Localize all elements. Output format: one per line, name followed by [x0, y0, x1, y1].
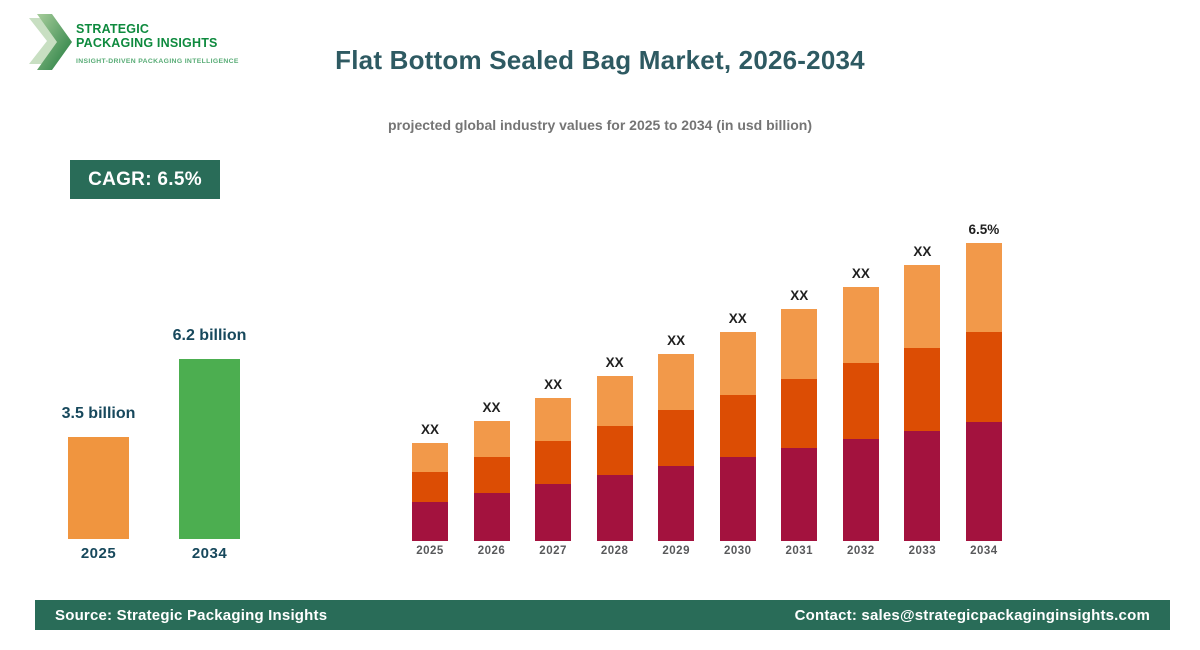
stacked-bar	[473, 421, 510, 541]
cagr-badge-label: CAGR: 6.5%	[88, 168, 202, 190]
stacked-bar-value-label: XX	[851, 266, 870, 281]
footer-source: Source: Strategic Packaging Insights	[55, 606, 328, 624]
stacked-bar-value-label: XX	[544, 377, 563, 392]
comparison-bar	[68, 437, 129, 539]
page-title: Flat Bottom Sealed Bag Market, 2026-2034	[335, 45, 865, 75]
segment-bottom	[535, 483, 572, 541]
segment-bottom	[842, 439, 879, 541]
segment-bottom	[904, 430, 941, 541]
stacked-bar-value-label: XX	[728, 311, 747, 326]
segment-top	[535, 398, 572, 441]
stacked-bar	[781, 309, 818, 541]
segment-middle	[535, 440, 572, 484]
stacked-bar-column: XX 2032	[842, 195, 879, 557]
stacked-bar-column: XX 2028	[596, 195, 633, 557]
footer-bar: Source: Strategic Packaging Insights Con…	[35, 600, 1170, 630]
stacked-bar-column: XX 2026	[473, 195, 510, 557]
segment-top	[904, 265, 941, 348]
stacked-bar-year-label: 2029	[662, 545, 690, 557]
segment-top	[781, 309, 818, 379]
segment-top	[842, 287, 879, 364]
stacked-bar	[842, 287, 879, 541]
comparison-bar-column: 3.5 billion 2025	[62, 405, 136, 562]
stacked-bar-value-label: XX	[667, 333, 686, 348]
comparison-bar	[179, 359, 240, 539]
segment-middle	[412, 472, 448, 502]
stacked-bar-value-label: XX	[482, 400, 501, 415]
stacked-bar-year-label: 2031	[785, 545, 814, 557]
comparison-year-label: 2025	[80, 545, 117, 562]
stacked-bar-column: XX 2033	[904, 195, 941, 557]
stacked-bar-year-label: 2027	[539, 545, 567, 557]
stacked-bar-column: 6.5% 2034	[965, 195, 1002, 557]
comparison-value-label: 3.5 billion	[61, 405, 136, 422]
stacked-bar	[412, 443, 448, 541]
stacked-bar-value-label: XX	[605, 355, 624, 370]
segment-middle	[719, 394, 756, 458]
page-subtitle: projected global industry values for 202…	[388, 117, 812, 133]
logo-line-1: STRATEGIC	[76, 22, 150, 36]
segment-bottom	[781, 448, 818, 541]
stacked-bar-year-label: 2034	[970, 545, 998, 557]
stacked-bar-chart: XX 2025 XX 2026 XX 2027 XX 2028 XX 2029 XX 2030 XX 20…	[412, 195, 1002, 557]
segment-top	[596, 376, 633, 426]
comparison-year-label: 2034	[191, 545, 228, 562]
stacked-bar-year-label: 2026	[477, 545, 506, 557]
segment-top	[412, 443, 448, 473]
segment-middle	[473, 457, 510, 493]
stacked-bar	[965, 243, 1002, 541]
comparison-value-label: 6.2 billion	[172, 327, 247, 344]
comparison-chart: 3.5 billion 2025 6.2 billion 2034	[62, 318, 247, 562]
segment-bottom	[719, 457, 756, 541]
comparison-bar-column: 6.2 billion 2034	[173, 327, 247, 562]
stacked-bar	[658, 354, 695, 541]
stacked-bar-year-label: 2030	[723, 545, 752, 557]
stacked-bar-value-label: XX	[913, 244, 932, 259]
segment-top	[719, 332, 756, 395]
segment-middle	[842, 363, 879, 440]
segment-bottom	[473, 493, 510, 541]
stacked-bar	[904, 265, 941, 541]
segment-bottom	[596, 475, 633, 541]
stacked-bar	[596, 376, 633, 541]
stacked-bar-year-label: 2025	[416, 545, 444, 557]
logo-line-2: PACKAGING INSIGHTS	[76, 35, 218, 50]
stacked-bar-year-label: 2028	[600, 545, 629, 557]
stacked-bar-year-label: 2032	[847, 545, 875, 557]
stacked-bar	[535, 398, 572, 541]
stacked-bar-value-label: XX	[420, 422, 439, 437]
segment-middle	[781, 378, 818, 449]
stacked-bar-column: XX 2031	[781, 195, 818, 557]
stacked-bar-column: XX 2025	[412, 195, 448, 557]
segment-middle	[904, 347, 941, 431]
footer-contact: Contact: sales@strategicpackaginginsight…	[794, 606, 1150, 624]
stacked-bar-column: XX 2030	[719, 195, 756, 557]
segment-bottom	[658, 466, 695, 541]
segment-bottom	[412, 501, 448, 541]
segment-middle	[658, 410, 695, 467]
logo-tagline: INSIGHT-DRIVEN PACKAGING INTELLIGENCE	[76, 58, 239, 65]
stacked-bar-column: XX 2029	[658, 195, 695, 557]
stacked-bar	[719, 332, 756, 541]
segment-top	[965, 243, 1002, 333]
cagr-badge: CAGR: 6.5%	[70, 160, 220, 199]
stacked-bar-value-label: XX	[790, 288, 809, 303]
segment-middle	[965, 332, 1002, 422]
stacked-bar-column: XX 2027	[535, 195, 572, 557]
logo-chevron-icon	[28, 13, 73, 71]
stacked-bar-value-label: 6.5%	[968, 222, 1000, 237]
stacked-bar-year-label: 2033	[908, 545, 937, 557]
segment-bottom	[965, 421, 1002, 541]
segment-top	[658, 354, 695, 411]
segment-middle	[596, 425, 633, 475]
segment-top	[473, 421, 510, 457]
logo: STRATEGIC PACKAGING INSIGHTS INSIGHT-DRI…	[28, 13, 239, 71]
logo-text: STRATEGIC PACKAGING INSIGHTS INSIGHT-DRI…	[76, 13, 239, 71]
